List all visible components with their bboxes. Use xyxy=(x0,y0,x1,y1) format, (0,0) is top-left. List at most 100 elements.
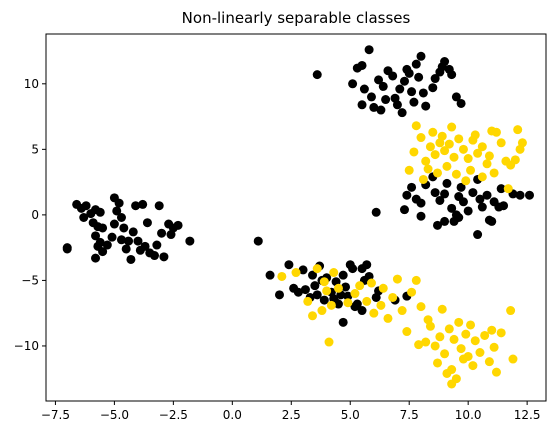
scatter-point xyxy=(310,281,320,291)
scatter-point xyxy=(411,121,421,131)
scatter-point xyxy=(114,198,124,208)
scatter-point xyxy=(442,161,452,171)
scatter-point xyxy=(102,240,112,250)
scatter-point xyxy=(491,367,501,377)
scatter-point xyxy=(399,76,409,86)
scatter-point xyxy=(489,168,499,178)
scatter-point xyxy=(317,306,327,316)
scatter-point xyxy=(397,108,407,118)
scatter-point xyxy=(414,340,424,350)
scatter-point xyxy=(466,165,476,175)
x-tick-label: 5.0 xyxy=(341,408,360,422)
scatter-point xyxy=(447,70,457,80)
scatter-point xyxy=(293,287,303,297)
scatter-point xyxy=(416,133,426,143)
scatter-point xyxy=(524,190,534,200)
scatter-point xyxy=(454,317,464,327)
scatter-point xyxy=(440,216,450,226)
scatter-point xyxy=(484,357,494,367)
scatter-point xyxy=(482,190,492,200)
scatter-point xyxy=(454,134,464,144)
scatter-point xyxy=(173,220,183,230)
x-tick-label: 2.5 xyxy=(282,408,301,422)
scatter-point xyxy=(447,122,457,132)
scatter-point xyxy=(350,289,360,299)
scatter-point xyxy=(154,201,164,211)
scatter-point xyxy=(517,138,527,148)
scatter-point xyxy=(409,97,419,107)
chart-title: Non-linearly separable classes xyxy=(182,9,411,27)
y-tick-label: 0 xyxy=(31,208,39,222)
scatter-point xyxy=(369,102,379,112)
scatter-point xyxy=(477,172,487,182)
scatter-point xyxy=(388,71,398,81)
scatter-point xyxy=(119,223,129,233)
scatter-point xyxy=(374,75,384,85)
scatter-point xyxy=(91,253,101,263)
scatter-point xyxy=(430,188,440,198)
scatter-point xyxy=(484,151,494,161)
scatter-point xyxy=(392,274,402,284)
scatter-point xyxy=(388,292,398,302)
scatter-point xyxy=(326,300,336,310)
scatter-point xyxy=(463,206,473,216)
scatter-point xyxy=(341,282,351,292)
scatter-point xyxy=(378,81,388,91)
scatter-point xyxy=(487,325,497,335)
scatter-point xyxy=(499,201,509,211)
x-tick-label: 0.0 xyxy=(223,408,242,422)
scatter-point xyxy=(421,337,431,347)
scatter-point xyxy=(473,230,483,240)
scatter-point xyxy=(475,194,485,204)
scatter-point xyxy=(274,290,284,300)
scatter-point xyxy=(404,165,414,175)
scatter-point xyxy=(470,336,480,346)
scatter-point xyxy=(91,231,101,241)
scatter-point xyxy=(414,72,424,82)
x-tick-label: 12.5 xyxy=(514,408,541,422)
scatter-point xyxy=(355,281,365,291)
scatter-point xyxy=(303,296,313,306)
scatter-point xyxy=(265,270,275,280)
scatter-point xyxy=(433,358,443,368)
scatter-point xyxy=(357,60,367,70)
scatter-point xyxy=(473,148,483,158)
scatter-point xyxy=(416,302,426,312)
scatter-point xyxy=(430,74,440,84)
x-tick-label: −5.0 xyxy=(100,408,129,422)
scatter-point xyxy=(98,247,108,257)
scatter-point xyxy=(421,156,431,166)
scatter-point xyxy=(312,70,322,80)
scatter-point xyxy=(503,184,513,194)
scatter-point xyxy=(442,178,452,188)
scatter-point xyxy=(444,139,454,149)
scatter-point xyxy=(348,79,358,89)
scatter-point xyxy=(430,341,440,351)
scatter-point xyxy=(407,87,417,97)
scatter-point xyxy=(366,278,376,288)
scatter-point xyxy=(359,84,369,94)
scatter-point xyxy=(515,190,525,200)
scatter-point xyxy=(458,197,468,207)
scatter-point xyxy=(437,304,447,314)
scatter-point xyxy=(440,146,450,156)
scatter-point xyxy=(402,327,412,337)
scatter-point xyxy=(409,147,419,157)
scatter-point xyxy=(397,306,407,316)
scatter-point xyxy=(444,324,454,334)
scatter-point xyxy=(407,182,417,192)
scatter-point xyxy=(381,95,391,105)
scatter-point xyxy=(447,379,457,389)
scatter-point xyxy=(142,218,152,228)
scatter-point xyxy=(126,254,136,264)
scatter-point xyxy=(508,354,518,364)
scatter-point xyxy=(362,296,372,306)
scatter-point xyxy=(140,241,150,251)
scatter-point xyxy=(421,101,431,111)
scatter-point xyxy=(329,268,339,278)
scatter-point xyxy=(461,329,471,339)
scatter-point xyxy=(447,203,457,213)
scatter-point xyxy=(149,251,159,261)
scatter-point xyxy=(98,223,108,233)
scatter-point xyxy=(116,213,126,222)
